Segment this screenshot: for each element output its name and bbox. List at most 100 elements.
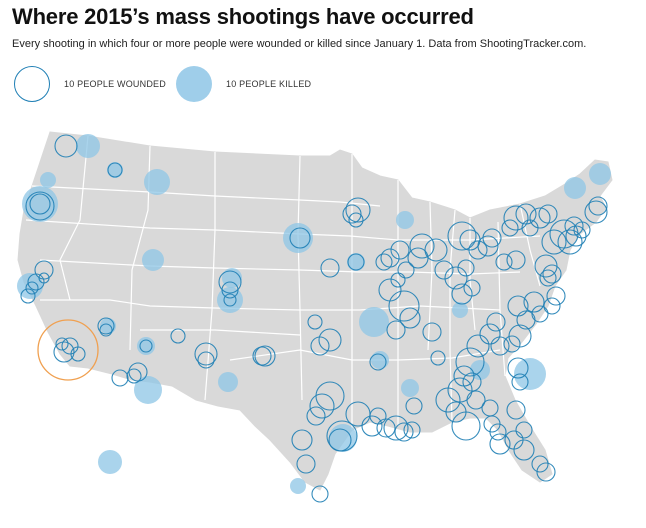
land-group	[17, 131, 613, 491]
wounded-marker-6	[27, 273, 45, 291]
wounded-marker-21	[194, 342, 218, 366]
wounded-marker-3	[29, 193, 51, 215]
wounded-circle-icon	[14, 66, 50, 102]
legend-item-killed: 10 PEOPLE KILLED	[176, 64, 311, 104]
killed-marker-0	[76, 134, 100, 158]
killed-marker-5	[283, 223, 313, 253]
wounded-marker-58	[468, 240, 488, 260]
wounded-marker-125	[311, 485, 329, 503]
killed-marker-13	[98, 450, 122, 474]
wounded-marker-115	[394, 422, 414, 442]
wounded-marker-29	[347, 253, 365, 271]
wounded-marker-60	[495, 253, 513, 271]
wounded-marker-56	[477, 235, 499, 257]
wounded-marker-15	[55, 337, 69, 351]
killed-marker-3	[22, 186, 58, 222]
wounded-marker-76	[542, 264, 562, 284]
wounded-marker-32	[342, 204, 362, 224]
wounded-marker-16	[218, 270, 242, 294]
wounded-marker-81	[523, 291, 545, 313]
wounded-marker-23	[254, 345, 276, 367]
wounded-marker-7	[20, 288, 36, 304]
killed-marker-12	[218, 372, 238, 392]
wounded-marker-106	[306, 406, 326, 426]
wounded-marker-70	[565, 225, 587, 247]
wounded-marker-18	[223, 293, 237, 307]
killed-marker-8	[217, 287, 243, 313]
wounded-marker-108	[328, 428, 352, 452]
wounded-marker-50	[444, 266, 468, 290]
wounded-marker-4	[289, 227, 311, 249]
wounded-marker-39	[430, 350, 446, 366]
killed-marker-22	[401, 379, 419, 397]
legend-item-wounded: 10 PEOPLE WOUNDED	[14, 64, 166, 104]
legend: 10 PEOPLE WOUNDED 10 PEOPLE KILLED	[14, 64, 414, 104]
wounded-marker-72	[573, 221, 591, 239]
wounded-marker-77	[539, 269, 557, 287]
us-map	[17, 131, 613, 503]
wounded-marker-64	[538, 204, 558, 224]
wounded-marker-96	[507, 357, 529, 379]
wounded-markers	[20, 134, 608, 503]
wounded-marker-11	[99, 323, 113, 337]
wounded-marker-114	[383, 415, 409, 441]
killed-marker-24	[452, 302, 468, 318]
wounded-marker-62	[515, 203, 537, 225]
wounded-marker-12	[53, 341, 75, 363]
killed-marker-16	[371, 351, 389, 369]
killed-marker-14	[290, 478, 306, 494]
wounded-marker-10	[97, 317, 115, 335]
state-border-10	[449, 209, 456, 423]
page-title: Where 2015’s mass shootings have occurre…	[12, 4, 474, 29]
killed-marker-20	[514, 358, 546, 390]
wounded-marker-98	[506, 400, 526, 420]
state-border-1	[25, 219, 541, 241]
wounded-marker-30	[320, 258, 340, 278]
wounded-marker-28	[310, 336, 330, 356]
wounded-marker-124	[489, 433, 511, 455]
state-border-4	[59, 135, 89, 301]
killed-marker-18	[564, 177, 586, 199]
wounded-marker-121	[451, 411, 481, 441]
wounded-marker-83	[516, 310, 536, 330]
wounded-marker-97	[511, 373, 529, 391]
wounded-marker-110	[296, 454, 316, 474]
wounded-marker-127	[111, 369, 129, 387]
wounded-marker-19	[170, 328, 186, 344]
wounded-marker-86	[486, 312, 506, 332]
wounded-marker-101	[513, 439, 535, 461]
wounded-marker-69	[557, 229, 583, 255]
wounded-marker-24	[128, 362, 148, 382]
state-border-6	[204, 152, 216, 401]
wounded-marker-126	[252, 346, 272, 366]
killed-marker-1	[107, 162, 123, 178]
wounded-marker-49	[434, 260, 454, 280]
wounded-marker-41	[390, 240, 410, 260]
wounded-marker-42	[409, 233, 435, 259]
wounded-marker-59	[506, 250, 526, 270]
wounded-marker-67	[541, 229, 567, 255]
wounded-marker-8	[25, 281, 39, 295]
wounded-marker-57	[482, 228, 502, 248]
wounded-marker-118	[405, 397, 423, 415]
killed-marker-6	[142, 249, 164, 271]
wounded-marker-63	[529, 207, 551, 229]
wounded-marker-0	[54, 134, 78, 158]
wounded-marker-45	[390, 272, 406, 288]
wounded-marker-22	[197, 351, 215, 369]
wounded-marker-105	[309, 393, 335, 419]
wounded-marker-85	[503, 335, 521, 353]
killed-marker-25	[347, 253, 365, 271]
wounded-marker-79	[543, 297, 561, 315]
wounded-marker-74	[588, 196, 608, 216]
wounded-marker-13	[61, 337, 79, 355]
legend-label-killed: 10 PEOPLE KILLED	[226, 79, 312, 89]
wounded-marker-117	[369, 407, 387, 425]
wounded-marker-40	[422, 322, 442, 342]
wounded-marker-73	[584, 200, 608, 224]
wounded-marker-31	[345, 197, 371, 223]
wounded-marker-87	[479, 323, 501, 345]
wounded-marker-36	[399, 307, 421, 329]
wounded-marker-65	[521, 219, 539, 237]
wounded-marker-103	[536, 462, 556, 482]
